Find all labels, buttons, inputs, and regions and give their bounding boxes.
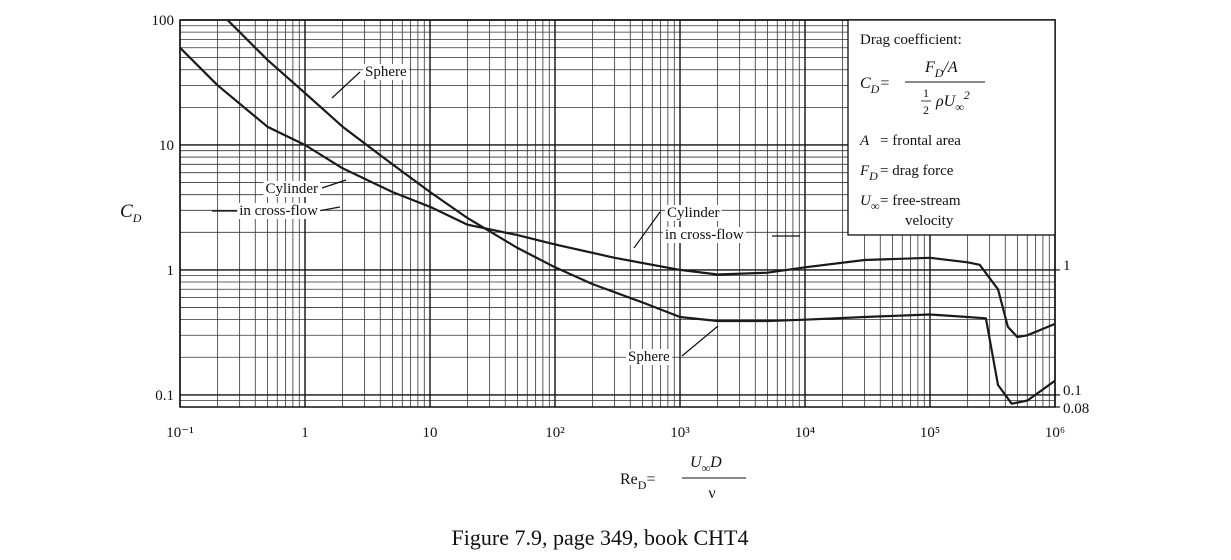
key-half-num: 1 — [923, 86, 929, 100]
curve-annotation: in cross-flow — [239, 203, 318, 219]
y-tick-label: 100 — [152, 13, 175, 29]
curve-annotation: Cylinder — [266, 181, 319, 197]
key-formula-den: ρU∞2 — [935, 88, 970, 114]
y-tick-label: 10 — [159, 138, 174, 154]
x-tick-label: 10 — [423, 425, 438, 441]
leader-line — [331, 71, 361, 99]
leader-line — [317, 206, 341, 212]
y2-tick-label: 1 — [1063, 258, 1071, 274]
y-tick-label: 1 — [167, 263, 175, 279]
curve-annotation: Sphere — [365, 64, 407, 80]
annotation-background — [263, 181, 320, 197]
y2-tick-label: 0.1 — [1063, 383, 1082, 399]
curve — [179, 46, 1056, 339]
key-symbol-part: U — [860, 193, 872, 209]
key-formula-lhs-part: C — [860, 75, 871, 92]
curve-annotation: Sphere — [628, 349, 670, 365]
annotation-background — [237, 203, 321, 219]
leader-line — [681, 325, 719, 357]
curve-annotation: in cross-flow — [665, 227, 744, 243]
key-definition: = free-stream — [880, 193, 961, 209]
key-formula-den-part: ∞ — [955, 100, 964, 114]
x-axis-label-den: ν — [708, 485, 715, 502]
key-symbol: A — [859, 133, 870, 149]
annotation-background — [665, 205, 722, 221]
key-formula-num-part: /A — [942, 59, 957, 76]
x-axis-label: ReD= — [620, 471, 655, 492]
key-formula-num-part: D — [934, 66, 944, 80]
x-tick-label: 10⁻¹ — [166, 425, 193, 441]
key-formula-den-part: ρU — [935, 93, 957, 110]
key-definition: velocity — [905, 213, 954, 229]
key-symbol-part: F — [859, 163, 870, 179]
key-symbol: FD — [859, 163, 878, 183]
y2-tick-label: 0.08 — [1063, 401, 1089, 417]
key-symbol-part: D — [868, 169, 878, 183]
key-formula-den-part: 2 — [964, 88, 970, 102]
y-axis-label-part: D — [132, 211, 142, 225]
key-formula-lhs-part: D — [870, 82, 880, 96]
key-title: Drag coefficient: — [860, 32, 962, 48]
key-half-den: 2 — [923, 103, 929, 117]
key-formula-num-part: F — [924, 59, 935, 76]
x-axis-label-num: U∞D — [690, 454, 722, 475]
key-formula-lhs-part: = — [879, 75, 890, 92]
caption: Figure 7.9, page 349, book CHT4 — [452, 525, 749, 550]
y-axis-label-part: C — [120, 201, 133, 222]
curve-annotation: Cylinder — [667, 205, 720, 221]
leader-line — [321, 179, 347, 189]
x-tick-label: 10⁵ — [920, 425, 940, 441]
annotation-background — [363, 64, 409, 80]
x-tick-label: 10² — [545, 425, 565, 441]
key-definition: = frontal area — [880, 133, 961, 149]
x-tick-label: 10⁴ — [795, 425, 815, 441]
key-symbol: U∞ — [860, 193, 880, 213]
x-axis-label-num-part: D — [709, 454, 722, 471]
key-formula-lhs: CD= — [860, 75, 890, 96]
x-axis-label-part: = — [646, 471, 655, 488]
key-symbol-part: A — [859, 133, 870, 149]
annotation-background — [626, 349, 672, 365]
key-definition: = drag force — [880, 163, 954, 179]
x-axis-label-part: D — [638, 478, 647, 492]
x-tick-label: 10⁶ — [1045, 425, 1065, 441]
y-axis-label: CD — [120, 201, 142, 225]
x-tick-label: 1 — [301, 425, 309, 441]
x-axis-label-num-part: ∞ — [702, 461, 711, 475]
key-box — [847, 19, 1056, 236]
x-tick-label: 10³ — [670, 425, 690, 441]
annotation-background — [663, 227, 746, 243]
leader-line — [633, 211, 661, 249]
x-axis-label-part: Re — [620, 471, 638, 488]
x-axis-label-num-part: U — [690, 454, 703, 471]
y-tick-label: 0.1 — [155, 388, 174, 404]
key-symbol-part: ∞ — [871, 199, 880, 213]
curve — [226, 19, 1056, 405]
key-formula-num: FD/A — [924, 59, 958, 80]
